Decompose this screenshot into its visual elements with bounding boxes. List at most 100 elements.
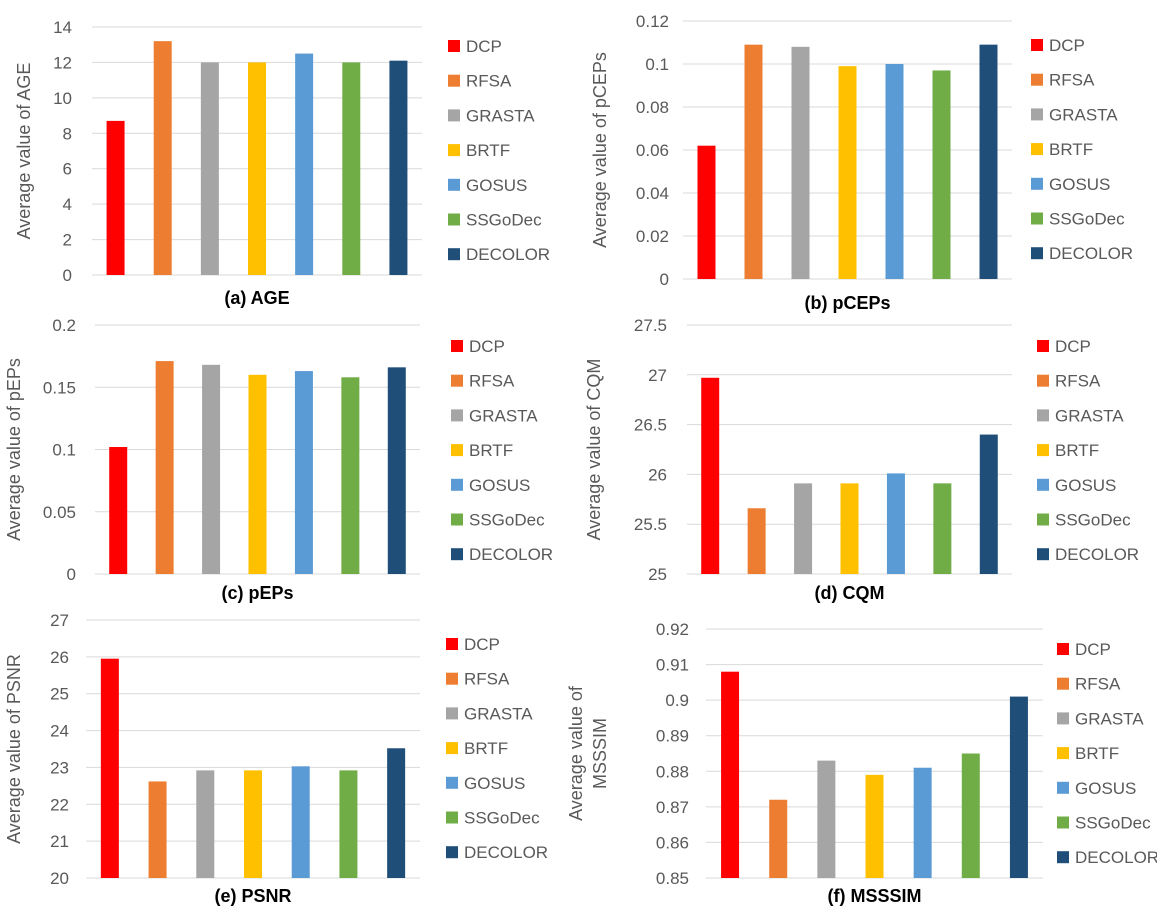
legend-swatch-dcp bbox=[1057, 643, 1069, 655]
legend-label: GOSUS bbox=[464, 774, 525, 793]
legend-label: DCP bbox=[1049, 36, 1085, 55]
bar-gosus bbox=[294, 371, 313, 574]
legend-swatch-brtf bbox=[446, 742, 458, 755]
bar-ssgodec bbox=[341, 377, 360, 574]
bar-decolor bbox=[1009, 696, 1028, 878]
legend-swatch-ssgodec bbox=[1031, 212, 1043, 225]
y-tick-label: 0 bbox=[63, 266, 72, 285]
legend-label: SSGoDec bbox=[464, 809, 540, 828]
legend-label: SSGoDec bbox=[1075, 814, 1151, 833]
y-tick-label: 12 bbox=[53, 53, 72, 72]
legend-label: DECOLOR bbox=[1049, 244, 1133, 263]
legend-swatch-brtf bbox=[1031, 143, 1043, 156]
legend-swatch-decolor bbox=[1031, 247, 1043, 260]
y-tick-label: 0.9 bbox=[665, 691, 689, 710]
bar-rfsa bbox=[155, 361, 174, 574]
legend-label: GOSUS bbox=[1075, 779, 1136, 798]
legend-label: GRASTA bbox=[464, 704, 533, 723]
chart-title: (b) pCEPs bbox=[804, 293, 890, 313]
legend-label: SSGoDec bbox=[466, 211, 542, 230]
legend-label: DECOLOR bbox=[1075, 848, 1157, 867]
legend-label: BRTF bbox=[1055, 441, 1099, 460]
legend-label: BRTF bbox=[1075, 744, 1119, 763]
legend-swatch-dcp bbox=[1031, 39, 1043, 51]
legend-swatch-decolor bbox=[1057, 851, 1069, 864]
legend-label: SSGoDec bbox=[469, 511, 545, 530]
legend-label: SSGoDec bbox=[1055, 511, 1131, 530]
legend-label: DECOLOR bbox=[464, 843, 548, 862]
bar-decolor bbox=[387, 367, 406, 574]
y-tick-label: 0.1 bbox=[52, 441, 76, 460]
bar-dcp bbox=[701, 377, 720, 574]
legend-label: DCP bbox=[469, 337, 505, 356]
legend: DCP RFSA GRASTA BRTF GOSUS SSGoDec DECOLOR bbox=[1037, 337, 1139, 564]
legend-label: DECOLOR bbox=[466, 245, 550, 264]
legend-swatch-rfsa bbox=[1057, 677, 1069, 690]
legend-label: GRASTA bbox=[1075, 709, 1144, 728]
y-tick-label: 0.86 bbox=[656, 833, 689, 852]
legend-swatch-grasta bbox=[448, 109, 460, 122]
bar-gosus bbox=[913, 767, 932, 878]
legend-swatch-gosus bbox=[448, 178, 460, 191]
y-tick-label: 0 bbox=[67, 565, 76, 584]
legend-swatch-grasta bbox=[1031, 108, 1043, 121]
chart-panel-3: 0 0.05 0.1 0.15 0.2 Average value of pEPs (c) … bbox=[4, 316, 553, 603]
bar-dcp bbox=[697, 145, 716, 279]
y-tick-label: 21 bbox=[50, 832, 69, 851]
legend-swatch-brtf bbox=[1037, 444, 1049, 457]
bar-gosus bbox=[295, 53, 314, 276]
y-tick-label: 0.05 bbox=[43, 503, 76, 522]
bar-decolor bbox=[389, 60, 408, 276]
bar-grasta bbox=[817, 760, 836, 878]
y-tick-label: 0.15 bbox=[43, 378, 76, 397]
bar-brtf bbox=[865, 774, 884, 878]
bar-ssgodec bbox=[961, 753, 980, 878]
bar-gosus bbox=[885, 64, 904, 279]
legend-label: DCP bbox=[1055, 337, 1091, 356]
chart-title: (c) pEPs bbox=[221, 583, 293, 603]
legend-swatch-ssgodec bbox=[1037, 513, 1049, 526]
legend-label: RFSA bbox=[1075, 675, 1121, 694]
bar-brtf bbox=[840, 483, 859, 574]
bar-grasta bbox=[200, 62, 219, 275]
y-tick-label: 26 bbox=[648, 465, 667, 484]
legend-label: RFSA bbox=[464, 670, 510, 689]
legend-label: SSGoDec bbox=[1049, 210, 1125, 229]
bar-rfsa bbox=[769, 799, 788, 878]
y-axis-label: MSSSIM bbox=[590, 718, 610, 789]
legend-swatch-rfsa bbox=[451, 374, 463, 387]
bar-brtf bbox=[244, 770, 262, 878]
y-tick-label: 0.85 bbox=[656, 869, 689, 888]
legend-label: RFSA bbox=[1049, 71, 1095, 90]
chart-panel-2: 0 0.02 0.04 0.06 0.08 0.1 0.12 Average value of… bbox=[590, 12, 1133, 313]
y-tick-label: 20 bbox=[50, 869, 69, 888]
bar-ssgodec bbox=[932, 70, 951, 279]
bar-rfsa bbox=[153, 41, 172, 275]
legend-swatch-decolor bbox=[451, 548, 463, 561]
y-axis-label: Average value of AGE bbox=[14, 63, 34, 240]
chart-panel-5: 20 21 22 23 24 25 26 27 Average value of PSNR (e)… bbox=[4, 611, 548, 906]
bar-brtf bbox=[838, 66, 857, 280]
legend-label: BRTF bbox=[466, 141, 510, 160]
bar-rfsa bbox=[747, 508, 766, 574]
chart-title: (e) PSNR bbox=[214, 886, 291, 906]
y-tick-label: 14 bbox=[53, 18, 72, 37]
legend-swatch-grasta bbox=[1057, 712, 1069, 725]
y-tick-label: 0.08 bbox=[636, 98, 669, 117]
bar-decolor bbox=[979, 434, 998, 574]
y-tick-label: 0.87 bbox=[656, 798, 689, 817]
y-tick-label: 26.5 bbox=[634, 416, 667, 435]
bar-decolor bbox=[387, 748, 406, 878]
legend-swatch-decolor bbox=[446, 846, 458, 859]
bar-grasta bbox=[791, 46, 810, 279]
y-tick-label: 8 bbox=[63, 124, 72, 143]
legend-swatch-ssgodec bbox=[446, 811, 458, 824]
bar-rfsa bbox=[148, 781, 167, 878]
bar-grasta bbox=[202, 364, 221, 574]
legend-swatch-grasta bbox=[446, 707, 458, 720]
y-tick-label: 6 bbox=[63, 160, 72, 179]
legend-label: RFSA bbox=[466, 72, 512, 91]
legend-label: DCP bbox=[466, 37, 502, 56]
bar-dcp bbox=[109, 447, 128, 574]
y-tick-label: 26 bbox=[50, 648, 69, 667]
